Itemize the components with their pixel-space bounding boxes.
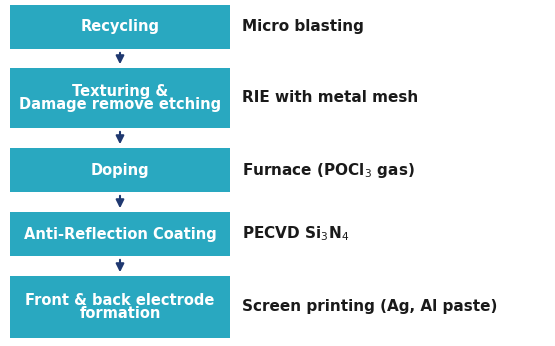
Bar [10, 276, 230, 338]
Text: Screen printing (Ag, Al paste): Screen printing (Ag, Al paste) [242, 300, 497, 315]
Text: Doping: Doping [90, 163, 149, 177]
Text: Micro blasting: Micro blasting [242, 19, 364, 35]
Text: Furnace (POCl$_{3}$ gas): Furnace (POCl$_{3}$ gas) [242, 161, 415, 180]
Text: Front & back electrode: Front & back electrode [26, 293, 215, 308]
Text: Texturing &: Texturing & [72, 84, 168, 99]
Text: formation: formation [79, 306, 161, 321]
Text: Recycling: Recycling [80, 19, 159, 35]
Text: RIE with metal mesh: RIE with metal mesh [242, 91, 418, 106]
Text: Anti-Reflection Coating: Anti-Reflection Coating [24, 227, 216, 242]
Text: Damage remove etching: Damage remove etching [19, 97, 221, 112]
Bar [10, 5, 230, 49]
Text: PECVD Si$_{3}$N$_{4}$: PECVD Si$_{3}$N$_{4}$ [242, 225, 349, 243]
Bar [10, 212, 230, 256]
Bar [10, 148, 230, 192]
Bar [10, 68, 230, 128]
